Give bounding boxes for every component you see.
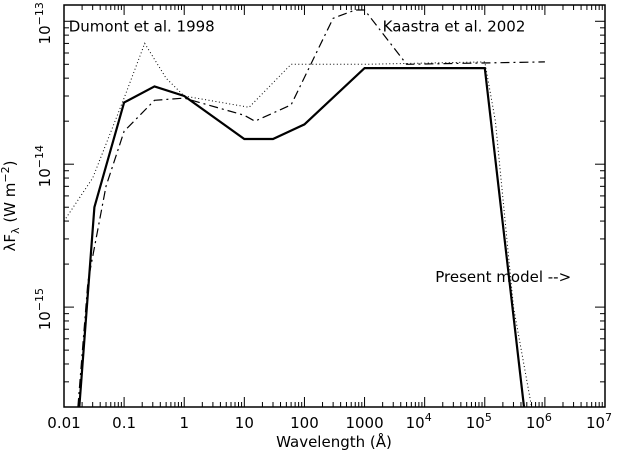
x-tick-label: 1: [179, 414, 189, 432]
chart-annotation: Dumont et al. 1998: [69, 17, 215, 35]
plot-frame: [63, 4, 606, 408]
y-axis-title: λFλ (W m−2): [0, 161, 22, 252]
tick-labels: 0.01 0.1 1 10 100 1000 104 105 106 107 10−15 10−14 1…: [33, 2, 612, 432]
series-solid-line: [78, 66, 526, 407]
annotations: Dumont et al. 1998 Kaastra et al. 2002 Pre…: [69, 17, 571, 286]
y-tick-label: 10−13: [33, 2, 54, 44]
axis-ticks: [63, 5, 606, 408]
x-tick-label: 107: [586, 411, 612, 432]
x-tick-label: 10: [235, 414, 254, 432]
x-tick-label: 100: [290, 414, 319, 432]
x-tick-label: 104: [406, 411, 432, 432]
chart-annotation: Kaastra et al. 2002: [383, 17, 526, 35]
x-tick-label: 1000: [345, 414, 383, 432]
x-axis-title: Wavelength (Å): [276, 432, 392, 451]
series-dashdot-line: [77, 9, 545, 407]
chart-annotation: Present model -->: [435, 268, 571, 286]
y-tick-label: 10−14: [33, 145, 54, 187]
x-tick-label: 0.01: [47, 414, 80, 432]
y-tick-label: 10−15: [33, 288, 54, 330]
x-tick-label: 106: [526, 411, 552, 432]
x-tick-label: 0.1: [112, 414, 136, 432]
x-tick-label: 105: [466, 411, 492, 432]
series-group: [64, 9, 545, 407]
